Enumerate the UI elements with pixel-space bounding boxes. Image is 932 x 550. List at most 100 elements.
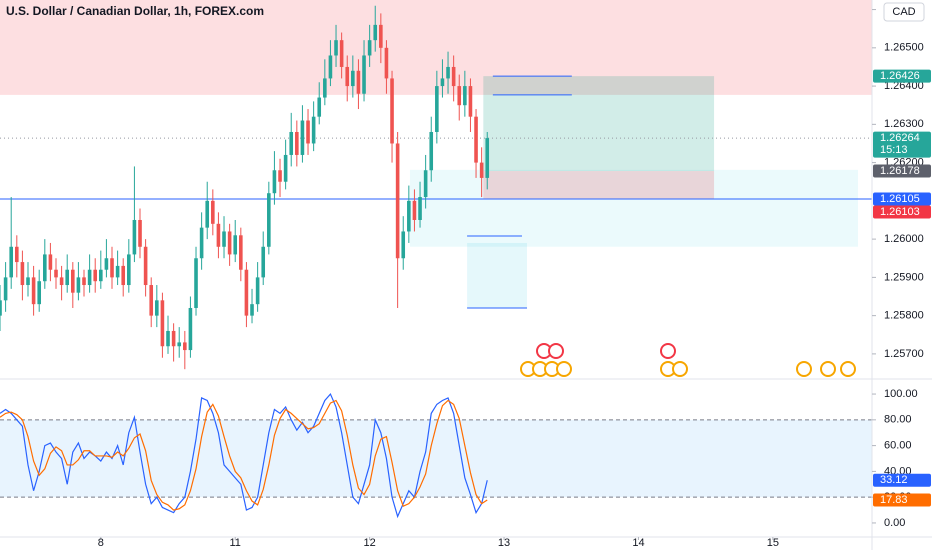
y-tick-label: 1.26400 (884, 80, 924, 92)
currency-button[interactable] (883, 2, 925, 22)
candle-body (418, 197, 422, 220)
candle-body (261, 246, 266, 278)
candle-body (54, 269, 58, 278)
price-tag (873, 164, 931, 178)
candle-body (373, 24, 378, 41)
candle-body (216, 223, 221, 247)
currency-label[interactable]: CAD (892, 6, 915, 18)
candle-body (188, 307, 193, 351)
y-tick-label: 1.25800 (884, 310, 924, 322)
candle-body (110, 258, 114, 278)
candle-body (407, 200, 411, 232)
event-icon[interactable] (840, 361, 856, 377)
candle-body (82, 277, 86, 286)
candle-body (463, 86, 467, 106)
y-tick-label: 100.00 (884, 388, 918, 400)
candle-body (15, 246, 19, 263)
price-tag-label: 1.26426 (880, 70, 920, 82)
y-tick-label: 1.26500 (884, 42, 924, 54)
candle-body (171, 330, 176, 347)
event-icon[interactable] (548, 343, 564, 359)
candle-body (76, 277, 81, 293)
candle-body (160, 300, 165, 347)
event-icon[interactable] (672, 361, 688, 377)
candle-body (233, 235, 238, 255)
candle-body (149, 285, 154, 316)
candle-body (26, 277, 30, 286)
candle-body (43, 254, 47, 282)
candle-body (379, 24, 383, 48)
candle-body (227, 231, 232, 255)
price-tag-label: 1.26103 (880, 206, 920, 218)
chart-title: U.S. Dollar / Canadian Dollar, 1h, FOREX… (6, 4, 264, 18)
oscillator-line (0, 399, 488, 511)
x-tick-label: 14 (632, 537, 644, 549)
candle-body (9, 246, 14, 278)
oscillator-tag-label: 33.12 (880, 474, 908, 486)
candle-body (457, 86, 462, 106)
candle-body (255, 277, 260, 305)
candle-body (367, 40, 372, 56)
candle-body (244, 269, 249, 316)
y-tick-label: 1.26000 (884, 233, 924, 245)
candle-body (205, 200, 210, 228)
candle-body (48, 254, 53, 270)
candle-body (479, 162, 484, 178)
y-tick-label: 80.00 (884, 414, 912, 426)
x-tick-label: 13 (498, 537, 510, 549)
candle-body (0, 300, 2, 316)
candle-body (429, 131, 434, 171)
zone (0, 0, 872, 95)
candle-body (3, 277, 8, 301)
candle-body (222, 231, 226, 247)
candle-body (93, 269, 98, 282)
candle-body (87, 269, 92, 286)
candle-body (435, 86, 439, 132)
price-tag (873, 192, 931, 206)
event-icons[interactable] (520, 343, 856, 377)
candle-body (99, 269, 103, 282)
candle-body (440, 78, 445, 87)
y-tick-label: 1.25900 (884, 271, 924, 283)
price-tag (873, 131, 931, 158)
price-tag (873, 205, 931, 219)
x-tick-label: 12 (364, 537, 376, 549)
y-tick-label: 1.26300 (884, 118, 924, 130)
price-tag-label: 1.26264 (880, 132, 920, 144)
candle-body (155, 300, 159, 316)
event-icon[interactable] (556, 361, 572, 377)
price-tag (873, 69, 931, 83)
candle-body (59, 277, 64, 286)
candle-body (138, 219, 142, 247)
candle-body (183, 342, 187, 351)
candle-body (278, 170, 282, 182)
candle-body (345, 66, 350, 87)
candle-body (328, 55, 333, 79)
candle-body (468, 86, 473, 117)
candle-body (384, 47, 389, 79)
candle-body (334, 40, 338, 56)
candle-body (295, 131, 299, 155)
candle-body (423, 170, 428, 198)
candle-body (474, 116, 478, 163)
oscillator-tag-label: 17.83 (880, 494, 908, 506)
candle-body (401, 231, 406, 259)
candle-body (272, 170, 277, 194)
y-tick-label: 1.25700 (884, 348, 924, 360)
candle-body (194, 258, 198, 308)
price-tag-label: 1.26178 (880, 165, 920, 177)
candle-body (267, 193, 271, 247)
x-tick-label: 8 (98, 537, 104, 549)
candle-body (132, 219, 137, 255)
candle-body (300, 120, 305, 155)
event-icon[interactable] (660, 343, 676, 359)
oscillator-tag (873, 473, 931, 487)
candle-body (323, 78, 327, 98)
candle-body (306, 120, 310, 144)
candle-body (250, 304, 254, 316)
zone (409, 169, 858, 247)
event-icon[interactable] (796, 361, 812, 377)
candle-body (20, 262, 25, 286)
event-icon[interactable] (820, 361, 836, 377)
